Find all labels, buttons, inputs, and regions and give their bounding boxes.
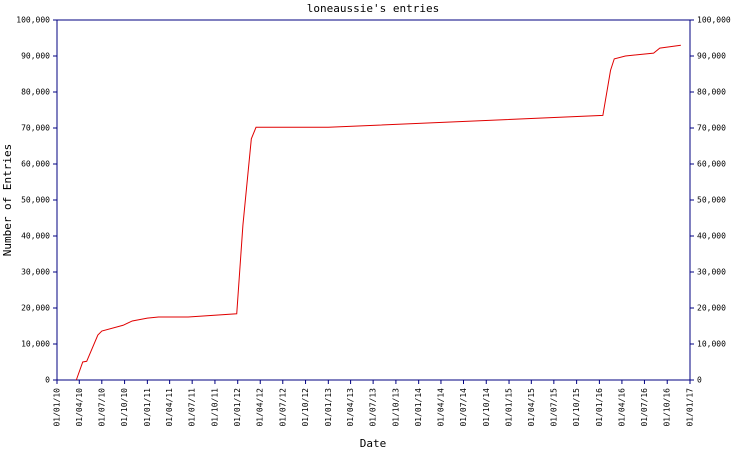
x-tick-label: 01/01/15 xyxy=(505,388,514,427)
x-tick-label: 01/07/10 xyxy=(97,388,106,427)
y2-tick-label: 0 xyxy=(697,376,702,385)
x-tick-label: 01/01/12 xyxy=(233,388,242,427)
x-tick-label: 01/10/16 xyxy=(663,388,672,427)
x-tick-label: 01/04/13 xyxy=(346,388,355,427)
y2-tick-label: 90,000 xyxy=(697,52,726,61)
x-tick-label: 01/07/15 xyxy=(549,388,558,427)
x-tick-label: 01/04/10 xyxy=(75,388,84,427)
x-tick-label: 01/07/11 xyxy=(188,388,197,427)
x-tick-label: 01/07/16 xyxy=(640,388,649,427)
y-tick-label: 60,000 xyxy=(21,160,50,169)
x-tick-label: 01/04/12 xyxy=(256,388,265,427)
y-tick-label: 100,000 xyxy=(16,16,50,25)
x-tick-label: 01/01/16 xyxy=(595,388,604,427)
x-tick-label: 01/01/10 xyxy=(53,388,62,427)
x-tick-label: 01/04/16 xyxy=(617,388,626,427)
y-tick-label: 20,000 xyxy=(21,304,50,313)
y2-tick-label: 80,000 xyxy=(697,88,726,97)
y-tick-label: 90,000 xyxy=(21,52,50,61)
x-tick-label: 01/10/10 xyxy=(120,388,129,427)
y-tick-label: 70,000 xyxy=(21,124,50,133)
x-tick-label: 01/10/14 xyxy=(482,388,491,427)
x-tick-label: 01/10/12 xyxy=(301,388,310,427)
x-tick-label: 01/10/11 xyxy=(210,388,219,427)
x-tick-label: 01/10/13 xyxy=(391,388,400,427)
x-tick-label: 01/04/15 xyxy=(527,388,536,427)
y2-tick-label: 70,000 xyxy=(697,124,726,133)
plot-frame xyxy=(56,19,691,381)
y-tick-label: 80,000 xyxy=(21,88,50,97)
y-axis-label: Number of Entries xyxy=(1,144,14,257)
x-tick-label: 01/01/11 xyxy=(143,388,152,427)
chart-title: loneaussie's entries xyxy=(307,2,439,15)
x-axis-label: Date xyxy=(360,437,387,450)
y2-tick-label: 30,000 xyxy=(697,268,726,277)
y2-tick-label: 40,000 xyxy=(697,232,726,241)
x-tick-label: 01/07/13 xyxy=(369,388,378,427)
y-tick-label: 0 xyxy=(45,376,50,385)
y-tick-label: 40,000 xyxy=(21,232,50,241)
x-tick-label: 01/01/13 xyxy=(324,388,333,427)
y-tick-label: 10,000 xyxy=(21,340,50,349)
data-line xyxy=(75,44,681,381)
x-tick-label: 01/07/14 xyxy=(459,388,468,427)
y2-tick-label: 100,000 xyxy=(697,16,731,25)
x-tick-label: 01/07/12 xyxy=(278,388,287,427)
x-tick-label: 01/01/14 xyxy=(414,388,423,427)
x-tick-label: 01/04/14 xyxy=(436,388,445,427)
y2-tick-label: 20,000 xyxy=(697,304,726,313)
x-tick-label: 01/10/15 xyxy=(572,388,581,427)
x-tick-label: 01/01/17 xyxy=(686,388,695,427)
x-tick-label: 01/04/11 xyxy=(165,388,174,427)
y-tick-label: 30,000 xyxy=(21,268,50,277)
y-tick-label: 50,000 xyxy=(21,196,50,205)
y2-tick-label: 10,000 xyxy=(697,340,726,349)
y2-tick-label: 50,000 xyxy=(697,196,726,205)
y2-tick-label: 60,000 xyxy=(697,160,726,169)
